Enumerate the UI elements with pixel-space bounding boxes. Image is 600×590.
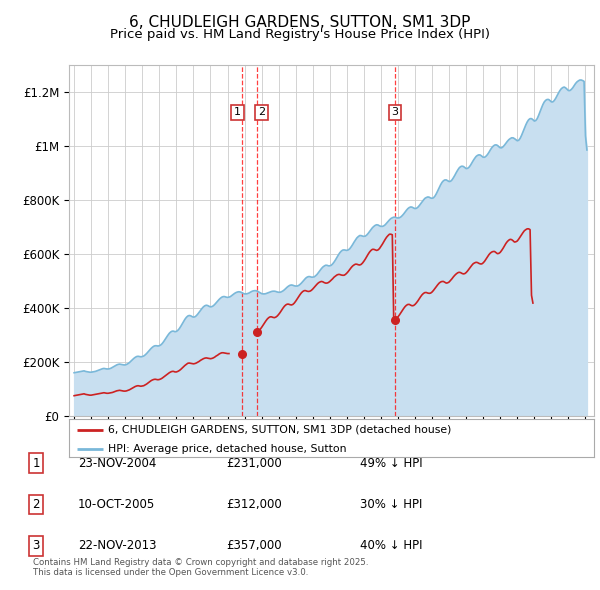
Text: 40% ↓ HPI: 40% ↓ HPI [360, 539, 422, 552]
Text: Price paid vs. HM Land Registry's House Price Index (HPI): Price paid vs. HM Land Registry's House … [110, 28, 490, 41]
Text: £357,000: £357,000 [226, 539, 282, 552]
Text: 10-OCT-2005: 10-OCT-2005 [78, 498, 155, 511]
Text: 2: 2 [32, 498, 40, 511]
Text: £231,000: £231,000 [226, 457, 282, 470]
Text: 1: 1 [234, 107, 241, 117]
Text: 3: 3 [32, 539, 40, 552]
Text: 23-NOV-2004: 23-NOV-2004 [78, 457, 157, 470]
Text: 2: 2 [258, 107, 265, 117]
Text: Contains HM Land Registry data © Crown copyright and database right 2025.
This d: Contains HM Land Registry data © Crown c… [33, 558, 368, 577]
Text: 6, CHUDLEIGH GARDENS, SUTTON, SM1 3DP: 6, CHUDLEIGH GARDENS, SUTTON, SM1 3DP [130, 15, 470, 30]
Text: HPI: Average price, detached house, Sutton: HPI: Average price, detached house, Sutt… [109, 444, 347, 454]
Text: £312,000: £312,000 [226, 498, 282, 511]
Text: 1: 1 [32, 457, 40, 470]
Text: 30% ↓ HPI: 30% ↓ HPI [360, 498, 422, 511]
Text: 49% ↓ HPI: 49% ↓ HPI [360, 457, 422, 470]
Text: 22-NOV-2013: 22-NOV-2013 [78, 539, 157, 552]
Text: 6, CHUDLEIGH GARDENS, SUTTON, SM1 3DP (detached house): 6, CHUDLEIGH GARDENS, SUTTON, SM1 3DP (d… [109, 425, 452, 435]
Text: 3: 3 [392, 107, 398, 117]
